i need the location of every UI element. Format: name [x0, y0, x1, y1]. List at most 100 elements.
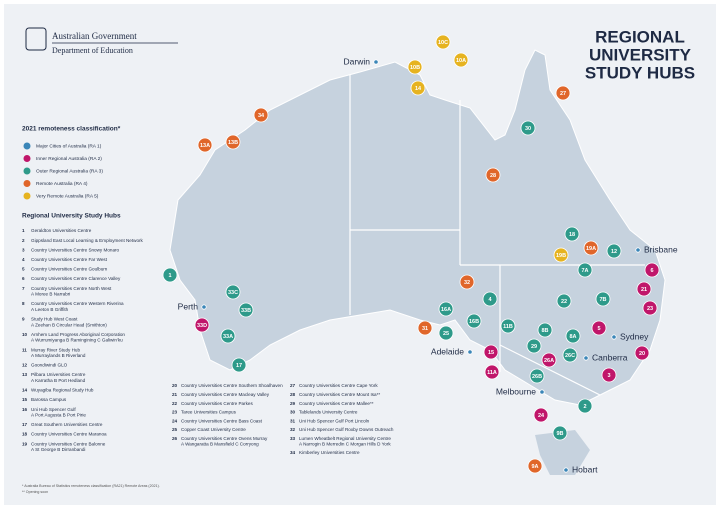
logo-line: Department of Education	[52, 46, 133, 55]
title-line: REGIONAL	[595, 27, 685, 46]
legend-label: Inner Regional Australia (RA 2)	[36, 156, 102, 162]
hub-name: Country Universities Centre Snowy Monaro	[31, 247, 120, 252]
hub-number: 24	[172, 418, 178, 423]
hub-marker: 29	[526, 338, 542, 354]
hub-number: 4	[22, 257, 25, 262]
hub-marker: 11A	[484, 364, 500, 380]
hub-marker-circle	[459, 274, 475, 290]
legend-label: Major Cities of Australia (RA 1)	[36, 143, 102, 149]
hub-marker: 13A	[197, 137, 213, 153]
hub-number: 2	[22, 238, 25, 243]
hub-marker: 23	[642, 300, 658, 316]
hub-marker-label: 34	[258, 113, 265, 119]
hub-marker-circle	[577, 398, 593, 414]
hub-marker-label: 30	[525, 126, 531, 132]
hub-name: Gippsland East Local Learning & Employme…	[31, 238, 144, 243]
hub-marker-label: 33A	[223, 334, 233, 340]
city-dot	[373, 59, 379, 65]
hub-marker-circle	[484, 364, 500, 380]
legend-label: Remote Australia (RA 4)	[36, 181, 88, 187]
hub-number: 34	[290, 450, 296, 455]
hub-marker-label: 12	[611, 249, 617, 255]
hub-number: 33	[290, 436, 296, 441]
hub-marker: 20	[634, 345, 650, 361]
hub-name: Pilbara Universities Centre	[31, 372, 86, 377]
hub-marker-circle	[238, 302, 254, 318]
hub-marker-circle	[482, 291, 498, 307]
hub-marker-circle	[553, 247, 569, 263]
hub-marker-label: 9B	[556, 431, 563, 437]
hub-name: Uni Hub Spencer Gulf Port Lincoln	[299, 418, 370, 423]
hub-marker: 19B	[553, 247, 569, 263]
hub-marker: 1	[162, 267, 178, 283]
city-label: Brisbane	[644, 244, 678, 254]
hub-marker-circle	[485, 167, 501, 183]
logo: Australian Government Department of Educ…	[25, 27, 178, 55]
hub-name: Country Universities Centre North West	[31, 286, 112, 291]
hub-number: 31	[290, 418, 296, 423]
hub-marker: 9A	[527, 458, 543, 474]
hub-number: 18	[22, 432, 28, 437]
hub-marker-label: 16A	[441, 307, 451, 313]
hub-name: Country Universities Centre Southern Sho…	[181, 383, 283, 388]
hub-marker: 25	[438, 325, 454, 341]
hub-marker-circle	[577, 262, 593, 278]
hub-number: 7	[22, 286, 25, 291]
hub-marker-label: 10B	[410, 65, 420, 71]
hub-marker: 30	[520, 120, 536, 136]
hub-marker-label: 6	[650, 268, 653, 274]
hub-marker: 26A	[541, 352, 557, 368]
hub-marker: 26B	[529, 368, 545, 384]
hub-number: 20	[172, 383, 178, 388]
hub-marker-label: 14	[415, 86, 422, 92]
hub-sub: A Murraylands B Riverland	[31, 353, 86, 358]
hub-marker-circle	[162, 267, 178, 283]
city-label: Perth	[178, 301, 199, 311]
hub-marker-circle	[591, 320, 607, 336]
hub-marker: 19A	[583, 240, 599, 256]
hub-number: 30	[290, 410, 296, 415]
hub-marker-label: 9A	[531, 464, 538, 470]
legend-swatch	[23, 167, 31, 175]
hub-marker: 15	[483, 344, 499, 360]
city-dot	[563, 467, 569, 473]
legend-title: 2021 remoteness classification*	[22, 126, 121, 133]
hub-sub: A St George B Dirranbandi	[31, 447, 85, 452]
hub-marker: 21	[636, 281, 652, 297]
hub-marker-circle	[529, 368, 545, 384]
hub-name: Study Hub West Coast	[31, 317, 78, 322]
legend-swatch	[23, 155, 31, 162]
hub-marker-circle	[583, 240, 599, 256]
hub-number: 21	[172, 392, 178, 397]
hub-marker-circle	[541, 352, 557, 368]
hub-marker-circle	[194, 317, 210, 333]
hub-name: Murray River Study Hub	[31, 347, 80, 352]
hub-marker-circle	[225, 284, 241, 300]
hub-number: 3	[22, 247, 25, 252]
hub-marker: 33C	[225, 284, 241, 300]
hub-marker-circle	[466, 313, 482, 329]
hub-name: Geraldton Universities Centre	[31, 228, 92, 233]
hub-name: Uni Hub Spencer Gulf Roxby Downs Outreac…	[299, 427, 394, 432]
city-label: Adelaide	[431, 346, 464, 356]
hub-name: Wuyagiba Regional Study Hub	[31, 388, 94, 393]
hub-marker: 14	[410, 80, 426, 96]
hub-marker: 18	[564, 226, 580, 242]
hub-marker-label: 4	[488, 297, 492, 303]
hub-marker-circle	[435, 34, 451, 50]
hub-marker-circle	[552, 425, 568, 441]
hub-number: 6	[22, 276, 25, 281]
hub-marker-circle	[438, 301, 454, 317]
hub-number: 12	[22, 363, 28, 368]
city-dot	[583, 355, 589, 361]
hub-name: Copper Coast University Centre	[181, 427, 246, 432]
hub-number: 23	[172, 410, 178, 415]
hub-name: Country Universities Centre Clarence Val…	[31, 276, 121, 281]
hub-name: Uni Hub Spencer Gulf	[31, 407, 76, 412]
hub-marker-label: 20	[639, 351, 645, 357]
hub-marker: 33D	[194, 317, 210, 333]
hub-number: 28	[290, 392, 296, 397]
hub-marker-circle	[533, 407, 549, 423]
city-label: Sydney	[620, 331, 649, 341]
hub-name: Country Universities Centre Cape York	[299, 383, 378, 388]
